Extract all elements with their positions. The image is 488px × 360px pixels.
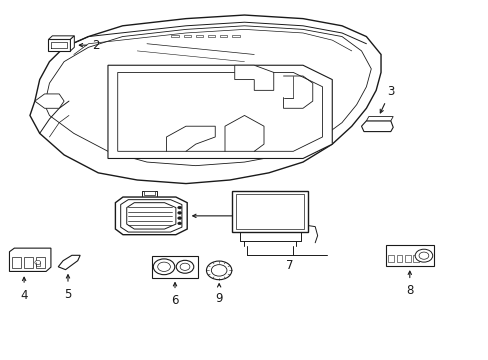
Bar <box>24 257 33 268</box>
Circle shape <box>177 217 181 220</box>
Text: 5: 5 <box>64 288 72 301</box>
Polygon shape <box>366 117 392 121</box>
Text: 2: 2 <box>92 39 100 52</box>
Polygon shape <box>121 200 182 232</box>
Polygon shape <box>234 65 273 90</box>
Bar <box>183 35 190 37</box>
Polygon shape <box>152 256 198 278</box>
Bar <box>236 194 304 229</box>
Bar <box>220 35 227 37</box>
Polygon shape <box>385 245 433 266</box>
Polygon shape <box>58 255 80 270</box>
Bar <box>232 191 307 232</box>
Bar <box>171 35 178 37</box>
Polygon shape <box>44 26 370 166</box>
Polygon shape <box>30 15 380 184</box>
Bar <box>207 35 215 37</box>
Polygon shape <box>48 40 70 51</box>
Bar <box>12 257 21 268</box>
Bar <box>387 255 393 262</box>
Text: 1: 1 <box>244 210 251 222</box>
Circle shape <box>177 222 181 225</box>
Text: 7: 7 <box>285 259 293 272</box>
Circle shape <box>180 263 189 270</box>
Circle shape <box>158 262 170 271</box>
Circle shape <box>177 211 181 214</box>
Polygon shape <box>361 121 392 132</box>
Bar <box>143 191 155 195</box>
Text: 4: 4 <box>20 289 28 302</box>
Circle shape <box>177 206 181 209</box>
Bar <box>36 257 44 268</box>
Circle shape <box>206 261 231 280</box>
Circle shape <box>211 265 226 276</box>
Circle shape <box>35 260 41 265</box>
Text: 9: 9 <box>215 292 223 305</box>
Circle shape <box>414 249 432 262</box>
Polygon shape <box>9 248 51 271</box>
Circle shape <box>153 259 174 275</box>
Circle shape <box>418 252 428 259</box>
Bar <box>195 35 203 37</box>
Bar <box>412 255 418 262</box>
Text: 3: 3 <box>386 85 394 98</box>
Text: 8: 8 <box>405 284 413 297</box>
Polygon shape <box>35 94 64 108</box>
Polygon shape <box>115 197 187 235</box>
Bar <box>232 35 239 37</box>
Polygon shape <box>70 36 74 51</box>
Polygon shape <box>118 72 322 151</box>
Bar <box>396 255 402 262</box>
Circle shape <box>176 260 193 273</box>
Polygon shape <box>126 203 176 229</box>
Bar <box>404 255 410 262</box>
Text: 6: 6 <box>171 294 179 307</box>
Polygon shape <box>108 65 331 158</box>
Polygon shape <box>48 36 74 40</box>
